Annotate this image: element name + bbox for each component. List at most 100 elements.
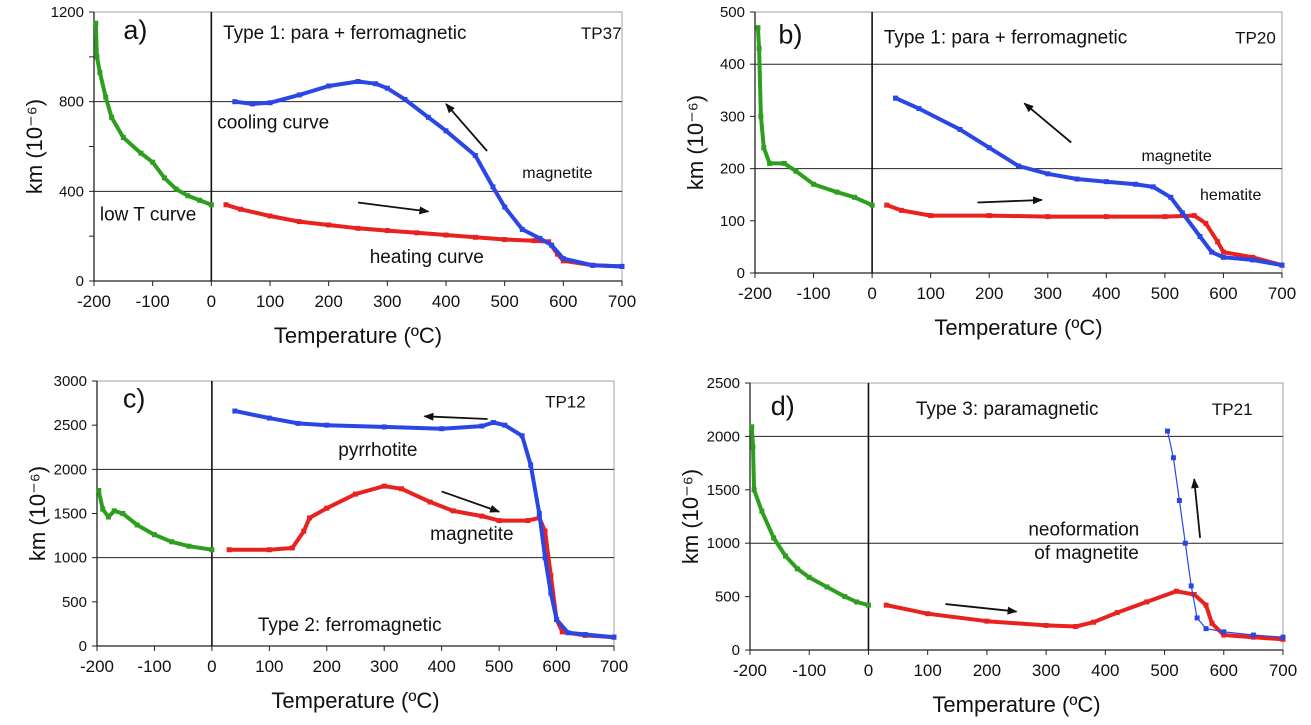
series-heating-point xyxy=(1203,220,1209,226)
x-tick-label: 200 xyxy=(313,657,341,676)
series-heating-point xyxy=(1162,214,1168,220)
series-low_t-point xyxy=(794,566,800,572)
series-heating-point xyxy=(384,228,390,234)
annotation-label: magnetite xyxy=(430,524,513,545)
series-low_t-point xyxy=(759,508,765,514)
series-cooling-point xyxy=(324,422,330,428)
series-cooling-point xyxy=(232,99,238,105)
series-heating-point xyxy=(472,234,478,240)
series-low_t-point xyxy=(751,487,757,493)
series-low_t-point xyxy=(111,508,117,514)
x-tick-label: 600 xyxy=(1209,284,1237,303)
series-low_t-point xyxy=(185,193,191,199)
series-cooling-point xyxy=(425,114,431,120)
series-heating-point xyxy=(427,499,433,505)
x-tick-label: 700 xyxy=(608,292,636,311)
series-low_t-point xyxy=(869,202,875,208)
series-low_t-point xyxy=(109,114,115,120)
x-tick-label: 600 xyxy=(549,292,577,311)
series-heating-point xyxy=(1203,602,1209,608)
annotation-label: heating curve xyxy=(370,247,484,268)
series-low_t-point xyxy=(781,160,787,166)
x-tick-label: 200 xyxy=(314,292,342,311)
series-cooling-point xyxy=(373,81,379,87)
series-low_t-point xyxy=(756,46,762,52)
direction-arrow xyxy=(445,103,488,152)
x-tick-label: 300 xyxy=(370,657,398,676)
series-low_t-point xyxy=(105,514,111,520)
series-cooling-point xyxy=(439,426,445,432)
x-axis-label: Temperature (ºC) xyxy=(932,692,1100,717)
series-heating-point xyxy=(398,486,404,492)
y-axis-label: km (10⁻⁶) xyxy=(683,95,708,190)
series-low_t-point xyxy=(854,599,860,605)
series-cooling-point xyxy=(1016,163,1021,169)
series-cooling-point xyxy=(549,242,555,248)
series-low_t-point xyxy=(169,539,175,545)
series-low_t-line xyxy=(755,25,875,208)
series-heating-point xyxy=(479,513,485,519)
series-cooling-point xyxy=(267,100,273,106)
x-tick-label: 600 xyxy=(1210,661,1238,680)
series-heating-point xyxy=(1090,619,1096,625)
x-tick-label: -100 xyxy=(136,292,170,311)
series-heating-point xyxy=(898,207,904,213)
series-low_t-point xyxy=(103,94,109,100)
plot-frame xyxy=(749,382,1284,651)
x-tick-label: 400 xyxy=(432,292,460,311)
x-tick-label: 200 xyxy=(973,661,1001,680)
series-heating-point xyxy=(414,230,420,236)
x-tick-label: 500 xyxy=(1150,661,1178,680)
y-tick-label: 2000 xyxy=(54,461,87,478)
series-low_t-point xyxy=(749,424,755,430)
y-tick-label: 200 xyxy=(720,161,745,178)
panel-title: Type 1: para + ferromagnetic xyxy=(223,23,466,44)
panel-title: Type 1: para + ferromagnetic xyxy=(884,27,1127,48)
series-cooling-point xyxy=(1182,540,1188,546)
series-cooling-point xyxy=(582,632,588,638)
x-tick-label: -100 xyxy=(792,661,826,680)
series-heating-point xyxy=(1191,213,1197,219)
x-tick-label: 600 xyxy=(542,657,570,676)
series-cooling-point xyxy=(384,85,390,91)
series-low_t-point xyxy=(100,506,106,512)
series-cooling-point xyxy=(1194,615,1200,621)
series-cooling-point xyxy=(1279,262,1285,268)
series-low_t-point xyxy=(120,511,126,516)
y-tick-label: 2000 xyxy=(707,428,740,445)
series-cooling-point xyxy=(619,263,625,269)
series-low_t-point xyxy=(94,54,100,60)
annotation-label: cooling curve xyxy=(217,113,329,134)
series-cooling-point xyxy=(542,555,548,561)
x-tick-label: 700 xyxy=(1268,284,1296,303)
series-cooling-point xyxy=(490,184,496,190)
series-heating-point xyxy=(223,202,229,208)
series-low_t-point xyxy=(865,602,871,608)
x-tick-label: 400 xyxy=(1091,661,1119,680)
sample-id: TP21 xyxy=(1212,400,1253,419)
series-heating-point xyxy=(884,202,890,208)
chart-panel-b: -200 -100 0 100 200 300 400 500 600 700 0 100 200 300… xyxy=(683,4,1296,340)
series-cooling-point xyxy=(957,126,963,132)
series-heating-point xyxy=(355,225,361,231)
y-tick-label: 1500 xyxy=(54,506,87,523)
x-tick-label: 400 xyxy=(1092,284,1120,303)
x-tick-label: 100 xyxy=(916,284,944,303)
series-cooling-point xyxy=(1045,171,1051,177)
series-cooling-point xyxy=(1209,249,1215,255)
annotation-label: magnetite xyxy=(1141,148,1211,165)
series-cooling-point xyxy=(295,420,301,426)
series-cooling-point xyxy=(1250,632,1256,638)
x-tick-label: -100 xyxy=(137,657,171,676)
series-cooling-point xyxy=(537,235,543,241)
series-cooling-point xyxy=(326,83,332,89)
x-axis-label: Temperature (ºC) xyxy=(274,323,442,348)
series-cooling-point xyxy=(1150,184,1156,190)
series-low_t-point xyxy=(186,543,192,549)
x-tick-label: 0 xyxy=(207,657,216,676)
series-heating-point xyxy=(559,629,565,635)
series-cooling-point xyxy=(296,92,302,98)
series-low_t-point xyxy=(783,553,789,559)
y-tick-label: 100 xyxy=(720,213,745,230)
series-heating-point xyxy=(548,572,554,578)
